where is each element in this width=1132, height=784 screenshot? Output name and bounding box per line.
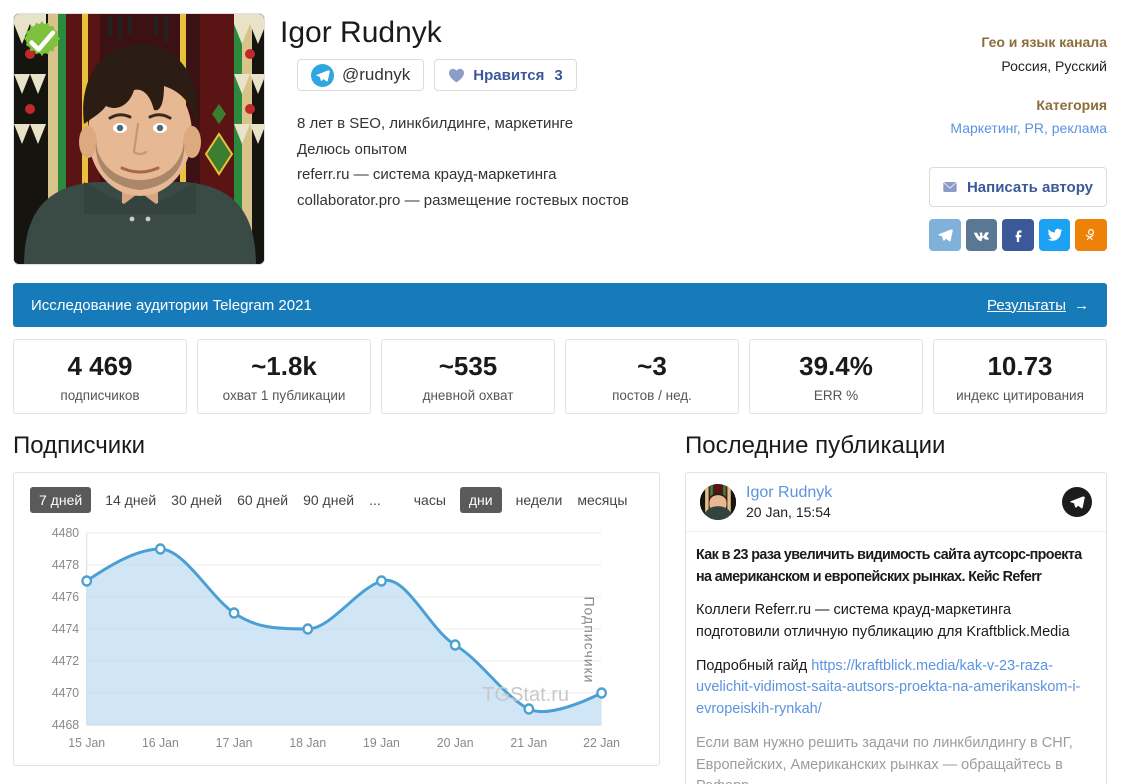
svg-text:4470: 4470 [52, 686, 79, 700]
svg-text:15 Jan: 15 Jan [68, 736, 105, 750]
svg-text:21 Jan: 21 Jan [510, 736, 547, 750]
svg-text:18 Jan: 18 Jan [289, 736, 326, 750]
svg-text:17 Jan: 17 Jan [216, 736, 253, 750]
svg-text:16 Jan: 16 Jan [142, 736, 179, 750]
svg-text:4478: 4478 [52, 558, 79, 572]
svg-text:4472: 4472 [52, 654, 79, 668]
svg-text:4468: 4468 [52, 718, 79, 732]
svg-text:4480: 4480 [52, 526, 79, 540]
svg-text:22 Jan: 22 Jan [583, 736, 620, 750]
svg-text:4474: 4474 [52, 622, 79, 636]
svg-text:4476: 4476 [52, 590, 79, 604]
svg-text:19 Jan: 19 Jan [363, 736, 400, 750]
svg-text:20 Jan: 20 Jan [437, 736, 474, 750]
